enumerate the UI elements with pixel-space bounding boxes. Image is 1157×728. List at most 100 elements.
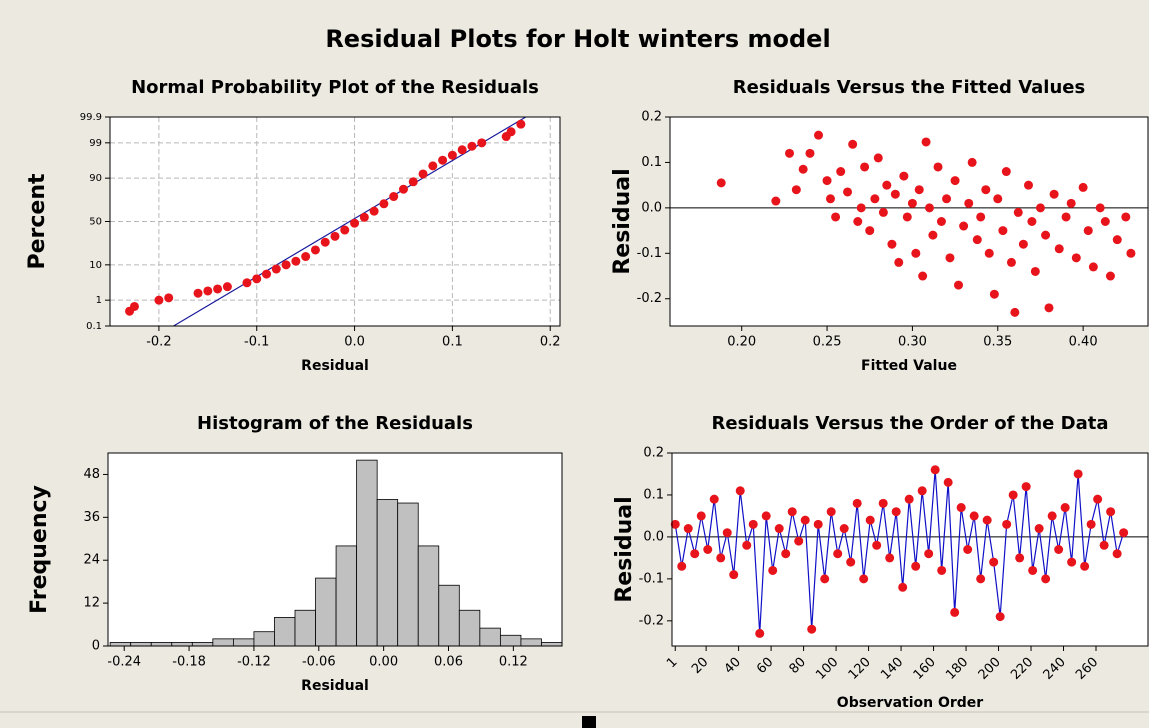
point bbox=[670, 519, 680, 529]
y-tick-label: 1 bbox=[96, 295, 102, 306]
point bbox=[981, 185, 991, 195]
point bbox=[1099, 540, 1109, 550]
point bbox=[735, 486, 745, 496]
point bbox=[350, 218, 360, 228]
point bbox=[859, 574, 869, 584]
bar bbox=[458, 609, 481, 647]
y-tick-label: 0.1 bbox=[86, 321, 102, 332]
point bbox=[1015, 553, 1025, 563]
point bbox=[716, 178, 726, 188]
point bbox=[281, 260, 291, 270]
point bbox=[911, 561, 921, 571]
point bbox=[942, 194, 952, 204]
point bbox=[716, 553, 726, 563]
handle bbox=[582, 716, 596, 728]
point bbox=[1010, 307, 1020, 317]
point bbox=[683, 524, 693, 534]
x-tick-label: 100 bbox=[813, 655, 841, 683]
point bbox=[852, 498, 862, 508]
plot-frame bbox=[109, 116, 561, 327]
bar bbox=[171, 642, 193, 647]
point bbox=[831, 212, 841, 222]
point bbox=[1119, 528, 1129, 538]
bar bbox=[274, 617, 296, 647]
y-tick-label: -0.1 bbox=[639, 571, 664, 586]
x-tick-label: 180 bbox=[943, 655, 971, 683]
point bbox=[1126, 248, 1136, 258]
point bbox=[1071, 253, 1081, 263]
point bbox=[878, 207, 888, 217]
point bbox=[389, 192, 399, 202]
point bbox=[516, 119, 526, 129]
point bbox=[742, 540, 752, 550]
point bbox=[1095, 203, 1105, 213]
bar bbox=[438, 584, 460, 647]
point bbox=[933, 162, 943, 172]
point bbox=[781, 549, 791, 559]
point bbox=[976, 574, 986, 584]
point bbox=[950, 176, 960, 186]
x-tick-label: -0.12 bbox=[237, 655, 271, 670]
bar bbox=[520, 638, 542, 647]
point bbox=[1067, 557, 1077, 567]
panel-title: Normal Probability Plot of the Residuals bbox=[131, 77, 539, 98]
point bbox=[271, 264, 281, 274]
point bbox=[506, 127, 516, 137]
point bbox=[820, 574, 830, 584]
x-tick-label: 80 bbox=[787, 655, 809, 677]
point bbox=[954, 280, 964, 290]
point bbox=[891, 507, 901, 517]
point bbox=[787, 507, 797, 517]
x-tick-label: 260 bbox=[1073, 655, 1101, 683]
plot-area bbox=[672, 453, 1148, 646]
bar bbox=[109, 642, 132, 647]
bar bbox=[541, 642, 563, 647]
point bbox=[865, 226, 875, 236]
point bbox=[993, 194, 1003, 204]
x-tick-label: 220 bbox=[1008, 655, 1036, 683]
point bbox=[989, 557, 999, 567]
point bbox=[843, 187, 853, 197]
point bbox=[722, 528, 732, 538]
y-tick-label: 10 bbox=[89, 260, 102, 271]
x-tick-label: 240 bbox=[1041, 655, 1069, 683]
bar bbox=[294, 609, 316, 647]
x-tick-label: -0.18 bbox=[172, 655, 206, 670]
point bbox=[755, 628, 765, 638]
x-tick-label: 0.25 bbox=[813, 335, 842, 350]
point bbox=[457, 145, 467, 155]
point bbox=[890, 189, 900, 199]
point bbox=[1061, 212, 1071, 222]
point bbox=[785, 148, 794, 158]
point bbox=[1024, 180, 1033, 190]
point bbox=[774, 524, 784, 534]
point bbox=[1041, 574, 1051, 584]
point bbox=[982, 515, 992, 525]
point bbox=[1086, 519, 1096, 529]
point bbox=[1112, 549, 1122, 559]
point bbox=[800, 515, 810, 525]
point bbox=[418, 169, 428, 179]
point bbox=[1080, 561, 1090, 571]
point bbox=[1002, 519, 1012, 529]
y-tick-label: 24 bbox=[83, 553, 100, 568]
y-tick-label: 0.0 bbox=[641, 200, 662, 215]
point bbox=[870, 194, 880, 204]
point bbox=[1078, 182, 1088, 192]
point bbox=[1028, 565, 1038, 575]
x-tick-label: 0.06 bbox=[434, 655, 463, 670]
bar bbox=[130, 642, 152, 647]
point bbox=[320, 237, 330, 247]
point bbox=[826, 507, 836, 517]
bar bbox=[417, 545, 440, 647]
point bbox=[998, 226, 1008, 236]
y-tick-label: 36 bbox=[83, 510, 100, 525]
y-tick-label: -0.1 bbox=[637, 246, 662, 261]
point bbox=[301, 252, 311, 262]
bar bbox=[499, 634, 522, 647]
x-tick-label: 20 bbox=[689, 655, 711, 677]
panel-title: Residuals Versus the Order of the Data bbox=[712, 413, 1109, 434]
bar bbox=[212, 638, 234, 647]
point bbox=[1083, 226, 1093, 236]
